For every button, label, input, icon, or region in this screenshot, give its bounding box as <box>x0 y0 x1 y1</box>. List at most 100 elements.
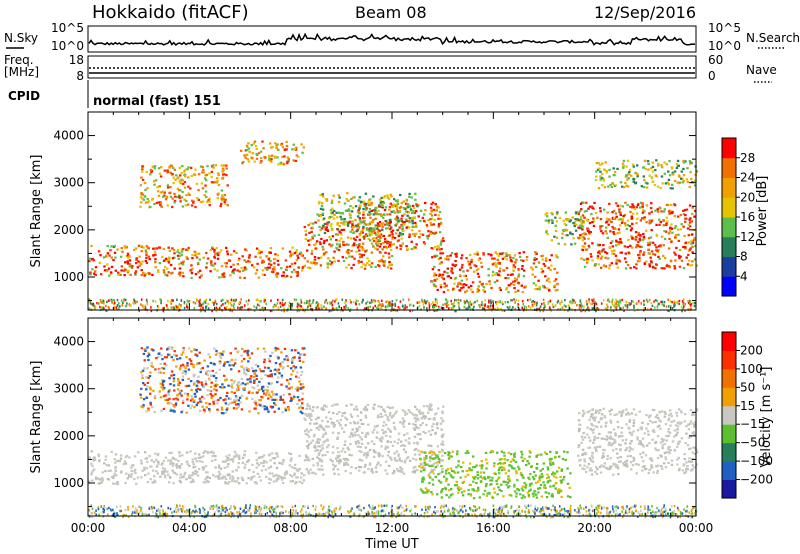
echo-cell <box>616 266 620 269</box>
echo-cell <box>553 286 556 289</box>
echo-cell <box>503 461 506 465</box>
echo-cell <box>655 233 658 236</box>
clutter-cell <box>434 298 437 301</box>
echo-cell <box>157 460 160 463</box>
echo-cell <box>187 476 191 479</box>
echo-cell <box>434 274 438 277</box>
echo-cell <box>276 474 280 477</box>
echo-cell <box>409 217 412 220</box>
echo-cell <box>288 250 292 253</box>
echo-cell <box>198 269 202 272</box>
echo-cell <box>269 478 272 481</box>
echo-cell <box>512 280 515 283</box>
echo-cell <box>543 264 547 267</box>
echo-cell <box>270 160 273 163</box>
clutter-cell <box>300 305 303 308</box>
echo-cell <box>306 447 310 450</box>
echo-cell <box>163 194 166 197</box>
clutter-cell <box>126 302 128 305</box>
echo-cell <box>413 234 416 237</box>
echo-cell <box>135 257 138 260</box>
echo-cell <box>660 235 664 238</box>
clutter-cell <box>625 300 628 304</box>
clutter-cell <box>465 307 467 310</box>
echo-cell <box>359 256 362 259</box>
echo-cell <box>694 184 697 187</box>
clutter-cell <box>248 307 251 311</box>
clutter-cell <box>428 306 431 309</box>
echo-cell <box>364 414 367 417</box>
echo-cell <box>687 259 691 262</box>
echo-cell <box>197 467 201 471</box>
nave-tick-high: 60 <box>708 53 723 67</box>
echo-cell <box>493 261 496 265</box>
clutter-cell <box>144 306 147 309</box>
echo-cell <box>253 160 256 163</box>
echo-cell <box>208 476 211 479</box>
echo-cell <box>211 455 214 458</box>
echo-cell <box>532 471 536 474</box>
echo-cell <box>613 217 616 220</box>
echo-cell <box>321 195 325 198</box>
echo-cell <box>405 202 408 205</box>
echo-cell <box>184 168 187 171</box>
echo-cell <box>512 256 515 260</box>
echo-cell <box>626 263 630 267</box>
echo-cell <box>338 196 341 199</box>
echo-cell <box>407 409 410 412</box>
clutter-cell <box>540 302 543 306</box>
echo-cell <box>294 271 297 274</box>
echo-cell <box>531 268 534 271</box>
echo-cell <box>350 266 353 270</box>
echo-cell <box>374 207 377 210</box>
echo-cell <box>689 247 692 250</box>
echo-cell <box>173 267 176 270</box>
clutter-cell <box>432 301 434 304</box>
echo-cell <box>375 436 378 439</box>
echo-cell <box>151 198 154 201</box>
echo-cell <box>331 431 335 434</box>
echo-cell <box>596 257 599 260</box>
echo-cell <box>151 273 154 276</box>
echo-cell <box>581 233 584 236</box>
clutter-cell <box>377 299 379 303</box>
echo-cell <box>318 200 321 203</box>
echo-cell <box>441 454 444 457</box>
clutter-cell <box>409 309 411 313</box>
echo-cell <box>465 257 468 260</box>
echo-cell <box>344 209 348 212</box>
echo-cell <box>429 433 433 436</box>
echo-cell <box>461 470 464 473</box>
echo-cell <box>317 219 320 222</box>
clutter-cell <box>88 301 90 304</box>
clutter-cell <box>324 301 326 304</box>
clutter-cell <box>421 300 424 303</box>
echo-cell <box>181 165 184 168</box>
echo-cell <box>172 248 176 252</box>
echo-cell <box>327 444 330 447</box>
clutter-cell <box>186 306 189 309</box>
echo-cell <box>467 286 470 289</box>
echo-cell <box>424 487 428 490</box>
echo-cell <box>145 467 149 470</box>
echo-cell <box>120 470 123 473</box>
echo-cell <box>448 455 451 458</box>
echo-cell <box>320 256 323 259</box>
echo-cell <box>622 215 625 218</box>
echo-cell <box>381 248 384 251</box>
echo-cell <box>342 240 345 244</box>
echo-cell <box>546 287 549 290</box>
echo-cell <box>208 197 211 200</box>
echo-cell <box>502 269 505 272</box>
clutter-cell <box>199 302 202 306</box>
clutter-cell <box>362 298 364 302</box>
echo-cell <box>589 231 592 234</box>
echo-cell <box>462 270 465 273</box>
echo-cell <box>377 239 380 242</box>
echo-cell <box>356 421 360 424</box>
echo-cell <box>322 224 325 227</box>
echo-cell <box>238 257 241 260</box>
echo-cell <box>599 207 602 210</box>
echo-cell <box>374 224 377 227</box>
echo-cell <box>451 272 454 275</box>
